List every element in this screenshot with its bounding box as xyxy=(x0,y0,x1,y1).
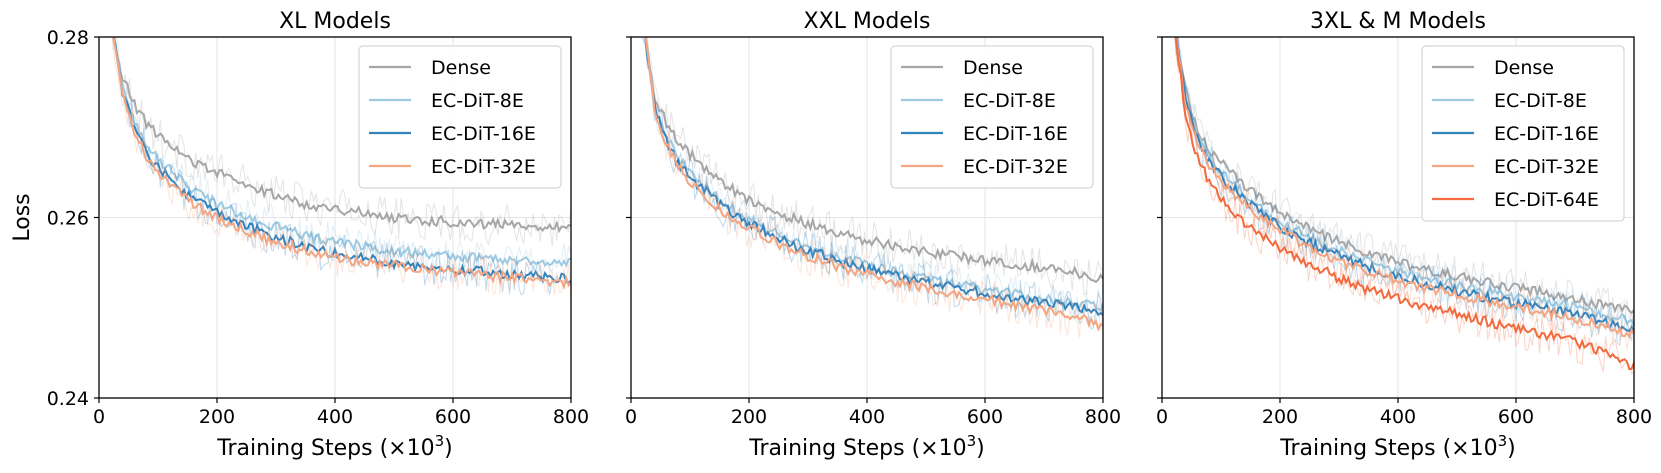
x-axis-label-main: Training Steps (×10 xyxy=(748,436,966,461)
y-tick-label: 0.28 xyxy=(47,27,89,49)
legend-label: Dense xyxy=(431,57,491,79)
x-tick-label: 600 xyxy=(967,406,1003,428)
x-axis-label-exponent: 3 xyxy=(967,432,977,450)
legend-box xyxy=(358,45,562,189)
series-line-dense xyxy=(644,37,1103,284)
series-line-ec-dit-16e xyxy=(112,37,571,284)
legend-box xyxy=(1421,45,1625,222)
x-tick-label: 200 xyxy=(1262,406,1298,428)
series-line-ec-dit-64e xyxy=(1174,37,1634,371)
chart-panel-3: 0 200 400 600 800 3XL & M Models Training Step… xyxy=(1156,9,1652,461)
series-line-ec-dit-8e xyxy=(644,37,1103,313)
plot-area xyxy=(1174,37,1634,376)
legend-label: EC-DiT-8E xyxy=(431,90,524,112)
legend-label: EC-DiT-64E xyxy=(1494,189,1599,211)
legend-box xyxy=(890,45,1094,189)
series-raw-ec-dit-16e xyxy=(113,37,571,296)
legend: Dense EC-DiT-8E EC-DiT-16E EC-DiT-32E xyxy=(890,45,1094,189)
y-tick-label: 0.24 xyxy=(47,388,89,410)
y-axis-label: Loss xyxy=(10,193,35,241)
series-line-ec-dit-32e xyxy=(1174,37,1634,340)
legend-label: EC-DiT-8E xyxy=(963,90,1056,112)
x-tick-label: 800 xyxy=(1616,406,1652,428)
chart-title: XL Models xyxy=(279,9,391,34)
x-axis-label-close: ) xyxy=(444,436,453,461)
legend: Dense EC-DiT-8E EC-DiT-16E EC-DiT-32E xyxy=(358,45,562,189)
series-raw-dense xyxy=(1177,37,1634,331)
plot-area xyxy=(111,37,571,300)
x-tick-label: 0 xyxy=(625,406,637,428)
x-tick-label: 400 xyxy=(317,406,353,428)
x-tick-label: 0 xyxy=(1156,406,1168,428)
legend: Dense EC-DiT-8E EC-DiT-16E EC-DiT-32E EC-DiT… xyxy=(1421,45,1625,222)
series-line-ec-dit-32e xyxy=(112,37,571,291)
chart-title: 3XL & M Models xyxy=(1310,9,1486,34)
series-line-ec-dit-32e xyxy=(644,37,1103,332)
x-axis-label-close: ) xyxy=(976,436,985,461)
x-axis-label-exponent: 3 xyxy=(1498,432,1508,450)
x-tick-label: 400 xyxy=(849,406,885,428)
legend-label: EC-DiT-16E xyxy=(431,123,536,145)
legend-label: EC-DiT-32E xyxy=(1494,156,1599,178)
x-axis-label-close: ) xyxy=(1507,436,1516,461)
series-line-dense xyxy=(113,37,571,234)
legend-label: EC-DiT-16E xyxy=(963,123,1068,145)
x-tick-label: 400 xyxy=(1380,406,1416,428)
x-axis-label-main: Training Steps (×10 xyxy=(1279,436,1497,461)
series-raw-ec-dit-32e xyxy=(642,37,1103,338)
legend-label: Dense xyxy=(963,57,1023,79)
chart-title: XXL Models xyxy=(804,9,931,34)
x-tick-label: 200 xyxy=(731,406,767,428)
legend-label: EC-DiT-32E xyxy=(963,156,1068,178)
x-axis-label: Training Steps (×103) xyxy=(216,432,453,461)
y-tick-label: 0.26 xyxy=(47,208,89,230)
x-tick-label: 800 xyxy=(1085,406,1121,428)
x-axis-label-exponent: 3 xyxy=(435,432,445,450)
series-line-dense xyxy=(1175,37,1634,315)
chart-panel-2: 0 200 400 600 800 XXL Models Training Steps (×… xyxy=(625,9,1121,461)
series-line-ec-dit-16e xyxy=(644,37,1103,317)
x-axis-label: Training Steps (×103) xyxy=(748,432,985,461)
x-tick-label: 800 xyxy=(553,406,589,428)
legend-label: EC-DiT-16E xyxy=(1494,123,1599,145)
x-tick-label: 200 xyxy=(199,406,235,428)
x-tick-label: 0 xyxy=(93,406,105,428)
series-line-ec-dit-8e xyxy=(112,37,571,268)
x-tick-label: 600 xyxy=(435,406,471,428)
x-axis-label: Training Steps (×103) xyxy=(1279,432,1516,461)
series-raw-ec-dit-8e xyxy=(111,37,571,280)
legend-label: EC-DiT-8E xyxy=(1494,90,1587,112)
x-tick-label: 600 xyxy=(1498,406,1534,428)
series-raw-dense xyxy=(113,37,571,247)
series-line-ec-dit-8e xyxy=(1174,37,1634,327)
legend-label: EC-DiT-32E xyxy=(431,156,536,178)
legend-label: Dense xyxy=(1494,57,1554,79)
plot-area xyxy=(642,37,1103,338)
series-raw-ec-dit-64e xyxy=(1174,37,1634,376)
chart-panel-1: 0 200 400 600 800 0.24 0.26 0.28 XL Models Traini… xyxy=(10,9,589,461)
x-axis-label-main: Training Steps (×10 xyxy=(216,436,434,461)
